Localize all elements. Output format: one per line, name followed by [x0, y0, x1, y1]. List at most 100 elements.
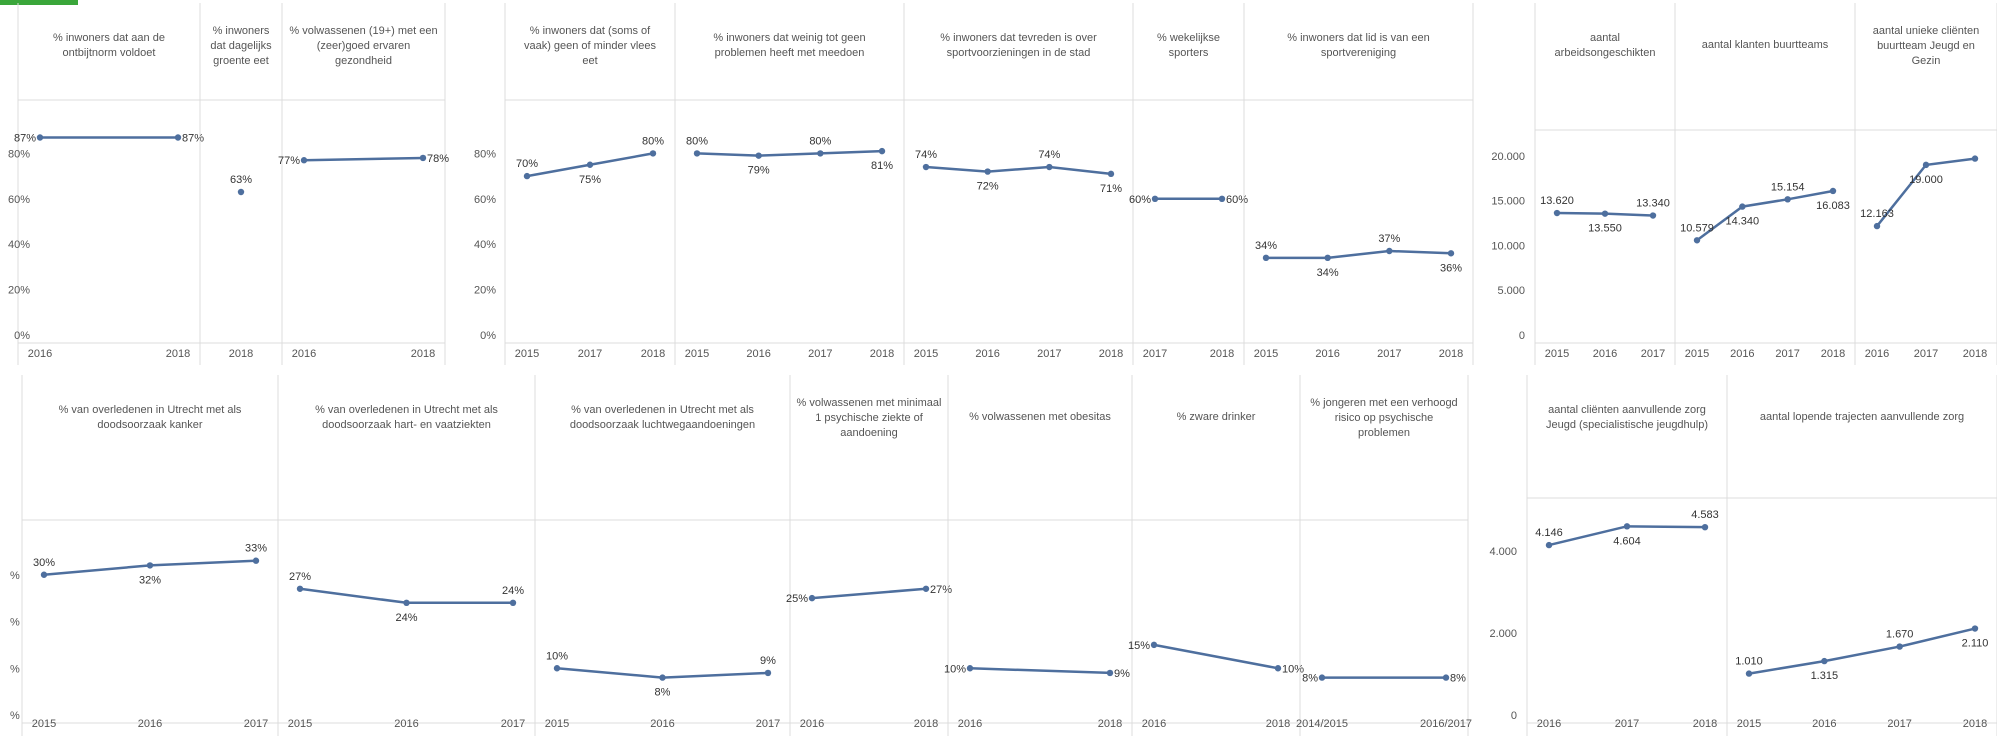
data-point	[1896, 643, 1903, 650]
chart-panel-18: % jongeren met een verhoogd risico op psy…	[1296, 375, 1472, 741]
data-label: 8%	[1302, 673, 1318, 685]
data-point	[300, 157, 308, 164]
data-label: 1.315	[1811, 670, 1839, 682]
chart-title: aantal cliënten aanvullende zorg Jeugd (s…	[1546, 404, 1708, 431]
data-point	[1745, 670, 1753, 677]
chart-title: % jongeren met een verhoogd risico op psy…	[1310, 397, 1457, 439]
chart-panel-15: % volwassenen met minimaal 1 psychische z…	[786, 375, 952, 741]
x-tick-label: 2016	[394, 718, 418, 730]
x-tick-label: 2015	[288, 718, 312, 730]
x-tick-label: 2017	[1775, 348, 1799, 360]
data-label: 27%	[930, 584, 952, 596]
x-tick-label: 2016/2017	[1420, 718, 1472, 730]
chart-title: % volwassenen met obesitas	[969, 411, 1111, 423]
data-label: 63%	[230, 174, 252, 186]
data-label: 78%	[427, 153, 449, 165]
data-label: 4.146	[1535, 527, 1563, 539]
y-tick-label: 40%	[8, 239, 30, 251]
data-point	[1106, 669, 1114, 677]
y-tick-label: 5.000	[1497, 285, 1525, 297]
chart-title: % inwoners dat lid is van een sportvereni…	[1287, 32, 1429, 59]
chart-panel-8: % inwoners dat lid is van een sportvereni…	[1243, 3, 1474, 365]
chart-panel-4: % inwoners dat (soms of vaak) geen of min…	[474, 3, 675, 365]
x-tick-label: 2016	[28, 348, 52, 360]
data-point	[755, 152, 762, 159]
data-label: 33%	[245, 543, 267, 555]
data-label: 15.154	[1771, 181, 1805, 193]
data-label: 72%	[977, 181, 999, 193]
chart-title-line: % volwassenen met minimaal	[797, 397, 942, 409]
chart-title-line: sportvoorzieningen in de stad	[947, 47, 1091, 59]
chart-title-line: % van overledenen in Utrecht met als	[315, 404, 498, 416]
chart-title-line: % inwoners dat weinig tot geen	[713, 32, 865, 44]
chart-title-line: risico op psychische	[1335, 412, 1433, 424]
chart-title: % inwoners dat tevreden is over sportvoor…	[940, 32, 1097, 59]
data-point	[252, 557, 260, 564]
chart-panel-3: % volwassenen (19+) met een (zeer)goed er…	[278, 3, 449, 365]
chart-title-line: aantal	[1590, 32, 1620, 44]
data-label: 74%	[915, 149, 937, 161]
data-point	[509, 599, 517, 606]
chart-panel-1: % inwoners dat aan de ontbijtnorm voldoet…	[8, 3, 204, 365]
chart-title-line: groente eet	[213, 55, 269, 67]
y-tick-label: 0	[1511, 710, 1517, 722]
data-label: 77%	[278, 155, 300, 167]
data-label: 25%	[786, 593, 808, 605]
chart-title-line: doodsoorzaak luchtwegaandoeningen	[570, 419, 755, 431]
chart-title-line: dat dagelijks	[210, 40, 272, 52]
data-point	[1150, 641, 1158, 649]
chart-panel-9: aantal arbeidsongeschikten 20.000 15.000 10.…	[1491, 3, 1675, 365]
chart-title-line: gezondheid	[335, 55, 392, 67]
data-label: 10%	[944, 663, 966, 675]
data-point	[1318, 674, 1326, 681]
data-point	[1873, 222, 1881, 230]
data-label: 87%	[14, 133, 36, 145]
chart-title: % van overledenen in Utrecht met als dood…	[315, 404, 498, 431]
x-tick-label: 2018	[641, 348, 665, 360]
y-tick-label: 60%	[8, 194, 30, 206]
series-line	[969, 667, 1111, 675]
x-tick-label: 2015	[1545, 348, 1569, 360]
data-point	[523, 172, 531, 180]
x-tick-label: 2015	[685, 348, 709, 360]
chart-title-line: (zeer)goed ervaren	[317, 40, 411, 52]
x-tick-label: 2017	[1037, 348, 1061, 360]
x-tick-label: 2018	[1963, 718, 1987, 730]
chart-title-line: Gezin	[1912, 55, 1941, 67]
chart-title: % volwassenen met minimaal 1 psychische z…	[797, 397, 942, 439]
chart-title-line: % inwoners	[213, 25, 270, 37]
data-point	[1701, 523, 1709, 531]
y-tick-label: 20.000	[1491, 151, 1525, 163]
x-tick-label: 2017	[1641, 348, 1665, 360]
data-label: 19.000	[1909, 174, 1943, 186]
y-tick-label: 10.000	[1491, 240, 1525, 252]
x-tick-label: 2018	[1266, 718, 1290, 730]
data-point	[1553, 209, 1561, 217]
chart-panel-2: % inwoners dat dagelijks groente eet 2018 63…	[199, 3, 282, 365]
data-point	[1218, 195, 1226, 202]
x-tick-label: 2018	[1099, 348, 1123, 360]
data-label: 8%	[655, 687, 671, 699]
series-line	[696, 149, 883, 157]
chart-title-line: % zware drinker	[1177, 411, 1256, 423]
data-point	[878, 147, 886, 155]
x-tick-label: 2015	[1737, 718, 1761, 730]
chart-title-line: problemen	[1358, 427, 1410, 439]
y-tick-label: 2.000	[1489, 628, 1517, 640]
x-tick-label: 2016	[1812, 718, 1836, 730]
chart-panel-17: % zware drinker 2016 2018 15% 10%	[1128, 375, 1304, 741]
chart-title-line: % volwassenen met obesitas	[969, 411, 1111, 423]
data-label: 80%	[686, 135, 708, 147]
x-tick-label: 2018	[1098, 718, 1122, 730]
chart-title: % van overledenen in Utrecht met als dood…	[570, 404, 755, 431]
series-line	[303, 156, 424, 162]
x-tick-label: 2016	[800, 718, 824, 730]
data-point	[1386, 247, 1393, 255]
chart-title-line: % inwoners dat lid is van een	[1287, 32, 1429, 44]
chart-title-line: aantal cliënten aanvullende zorg	[1548, 404, 1706, 416]
x-tick-label: 2016	[1315, 348, 1339, 360]
y-tick-label: 20%	[474, 285, 496, 297]
data-point	[659, 674, 666, 681]
x-tick-label: 2015	[1685, 348, 1709, 360]
data-label: 9%	[760, 655, 776, 667]
